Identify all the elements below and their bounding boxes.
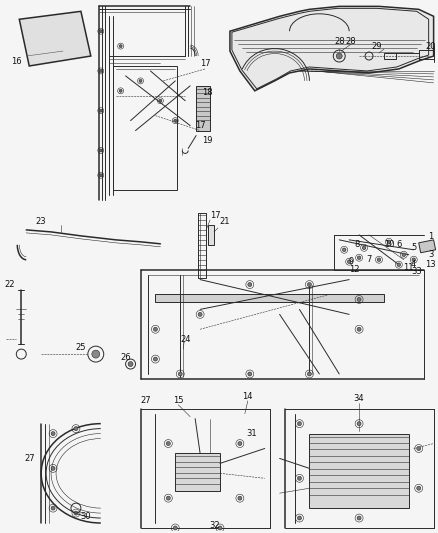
Text: 12: 12 bbox=[349, 265, 359, 274]
Bar bbox=[309, 433, 409, 508]
Text: 8: 8 bbox=[354, 240, 360, 249]
Circle shape bbox=[417, 486, 420, 490]
Circle shape bbox=[99, 30, 102, 33]
Circle shape bbox=[402, 253, 406, 256]
Circle shape bbox=[74, 511, 78, 515]
Circle shape bbox=[119, 45, 122, 47]
Text: 20: 20 bbox=[425, 42, 436, 51]
Bar bbox=[198, 213, 206, 278]
Circle shape bbox=[119, 90, 122, 92]
Text: 29: 29 bbox=[372, 42, 382, 51]
Text: 28: 28 bbox=[334, 37, 345, 46]
Text: 1: 1 bbox=[428, 232, 433, 241]
Text: 21: 21 bbox=[220, 217, 230, 227]
Circle shape bbox=[51, 466, 55, 470]
Text: 7: 7 bbox=[366, 255, 372, 264]
Circle shape bbox=[166, 441, 170, 446]
Circle shape bbox=[387, 240, 391, 244]
Text: 17: 17 bbox=[210, 211, 220, 220]
Circle shape bbox=[174, 119, 177, 122]
Text: 25: 25 bbox=[76, 343, 86, 352]
Bar bbox=[208, 225, 214, 245]
Text: 30: 30 bbox=[81, 512, 91, 521]
Text: 9: 9 bbox=[349, 257, 354, 266]
Circle shape bbox=[357, 327, 361, 331]
Circle shape bbox=[139, 79, 142, 83]
Text: 18: 18 bbox=[202, 88, 212, 98]
Circle shape bbox=[336, 53, 342, 59]
Circle shape bbox=[297, 422, 301, 426]
Text: 27: 27 bbox=[140, 397, 151, 405]
Circle shape bbox=[347, 260, 351, 263]
Circle shape bbox=[99, 69, 102, 72]
Circle shape bbox=[159, 99, 162, 102]
Circle shape bbox=[166, 496, 170, 500]
Text: 19: 19 bbox=[202, 136, 212, 145]
Circle shape bbox=[218, 526, 222, 530]
Polygon shape bbox=[419, 240, 436, 253]
Text: 16: 16 bbox=[11, 56, 21, 66]
Bar bbox=[384, 53, 396, 59]
Circle shape bbox=[297, 477, 301, 480]
Circle shape bbox=[92, 350, 100, 358]
Text: 13: 13 bbox=[425, 260, 436, 269]
Text: 17: 17 bbox=[200, 60, 210, 68]
Circle shape bbox=[297, 516, 301, 520]
Text: 4: 4 bbox=[411, 260, 417, 269]
Text: 32: 32 bbox=[210, 521, 220, 530]
Circle shape bbox=[357, 297, 361, 302]
Circle shape bbox=[238, 441, 242, 446]
Text: 14: 14 bbox=[243, 392, 253, 401]
Circle shape bbox=[178, 372, 182, 376]
Circle shape bbox=[377, 258, 381, 262]
Bar bbox=[175, 454, 220, 491]
Circle shape bbox=[99, 109, 102, 112]
Circle shape bbox=[362, 246, 366, 249]
Circle shape bbox=[412, 258, 416, 262]
Circle shape bbox=[357, 256, 361, 260]
Circle shape bbox=[248, 282, 252, 287]
Circle shape bbox=[357, 516, 361, 520]
Circle shape bbox=[307, 372, 311, 376]
Circle shape bbox=[397, 263, 401, 266]
Circle shape bbox=[153, 357, 157, 361]
Text: 31: 31 bbox=[247, 429, 257, 438]
Text: 23: 23 bbox=[36, 217, 46, 227]
Circle shape bbox=[417, 447, 420, 450]
Circle shape bbox=[74, 426, 78, 431]
Circle shape bbox=[307, 282, 311, 287]
Text: 27: 27 bbox=[24, 454, 35, 463]
Text: 33: 33 bbox=[411, 267, 422, 276]
Text: 34: 34 bbox=[354, 394, 364, 403]
Text: 22: 22 bbox=[4, 280, 14, 289]
Circle shape bbox=[51, 432, 55, 435]
Text: 5: 5 bbox=[411, 243, 417, 252]
Text: 10: 10 bbox=[384, 240, 394, 249]
Circle shape bbox=[128, 361, 133, 367]
Text: 28: 28 bbox=[346, 37, 357, 46]
Circle shape bbox=[99, 149, 102, 152]
Polygon shape bbox=[19, 11, 91, 66]
Text: 11: 11 bbox=[403, 263, 414, 272]
Circle shape bbox=[153, 327, 157, 331]
Circle shape bbox=[248, 372, 252, 376]
Text: 24: 24 bbox=[180, 335, 191, 344]
Bar bbox=[113, 66, 177, 190]
Text: 15: 15 bbox=[173, 397, 184, 405]
Circle shape bbox=[99, 174, 102, 177]
Polygon shape bbox=[230, 6, 434, 91]
Circle shape bbox=[343, 248, 346, 252]
Text: 26: 26 bbox=[120, 353, 131, 361]
Circle shape bbox=[238, 496, 242, 500]
Circle shape bbox=[198, 312, 202, 317]
Circle shape bbox=[173, 526, 177, 530]
Circle shape bbox=[51, 506, 55, 510]
Text: 6: 6 bbox=[396, 240, 402, 249]
Text: 3: 3 bbox=[428, 251, 433, 259]
Circle shape bbox=[357, 422, 361, 426]
Bar bbox=[196, 86, 210, 131]
Text: 17: 17 bbox=[195, 121, 205, 130]
Bar bbox=[155, 295, 384, 302]
